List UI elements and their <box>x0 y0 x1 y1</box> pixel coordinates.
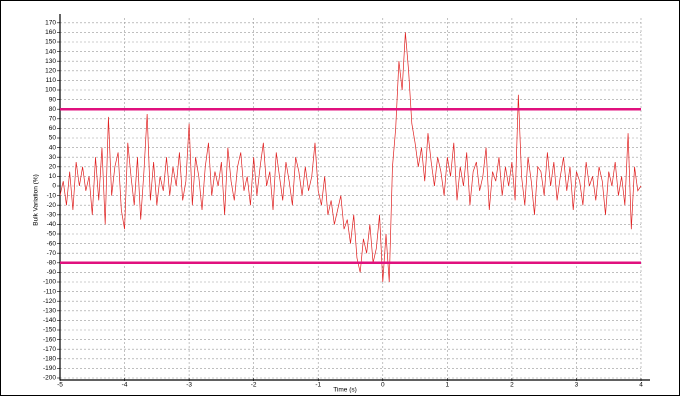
y-axis-label: Bulk Variation (%) <box>33 174 40 226</box>
x-tick-label: -3 <box>186 382 192 389</box>
y-tick-label: 50 <box>49 135 57 142</box>
y-tick-label: -140 <box>43 317 56 324</box>
y-tick-label: 40 <box>49 144 57 151</box>
x-tick-label: 0 <box>381 382 385 389</box>
y-tick-label: -30 <box>47 212 57 219</box>
y-tick-label: 60 <box>49 125 57 132</box>
y-tick-label: -160 <box>43 336 56 343</box>
y-tick-label: 120 <box>45 68 56 75</box>
y-tick-label: -120 <box>43 298 56 305</box>
x-tick-label: 1 <box>446 382 450 389</box>
y-tick-label: -50 <box>47 231 57 238</box>
y-tick-label: 160 <box>45 29 56 36</box>
y-tick-label: 170 <box>45 20 56 27</box>
x-tick-label: -5 <box>57 382 63 389</box>
data-line <box>59 32 642 283</box>
y-tick-label: -110 <box>43 288 56 295</box>
y-tick-label: 20 <box>49 164 57 171</box>
y-tick-label: 150 <box>45 39 56 46</box>
x-tick-label: -2 <box>251 382 257 389</box>
y-tick-label: -150 <box>43 327 56 334</box>
y-tick-label: -10 <box>47 192 57 199</box>
y-tick-label: -190 <box>43 365 56 372</box>
y-tick-label: -80 <box>47 260 57 267</box>
x-tick-label: -4 <box>122 382 128 389</box>
y-tick-label: 90 <box>49 96 57 103</box>
y-tick-label: -90 <box>47 269 57 276</box>
y-tick-label: -130 <box>43 308 56 315</box>
y-tick-label: -40 <box>47 221 57 228</box>
y-tick-label: -60 <box>47 240 57 247</box>
y-tick-label: -20 <box>47 202 57 209</box>
x-axis-label: Time (s) <box>333 387 357 394</box>
x-tick-label: 4 <box>639 382 643 389</box>
y-tick-label: -170 <box>43 346 56 353</box>
y-tick-label: 100 <box>45 87 56 94</box>
y-tick-label: -100 <box>43 279 56 286</box>
x-tick-label: 2 <box>510 382 514 389</box>
y-tick-label: 30 <box>49 154 57 161</box>
y-tick-label: -200 <box>43 375 56 382</box>
y-tick-label: 140 <box>45 48 56 55</box>
y-tick-label: -180 <box>43 356 56 363</box>
y-tick-label: 0 <box>52 183 56 190</box>
y-tick-label: 130 <box>45 58 56 65</box>
y-tick-label: 70 <box>49 116 57 123</box>
x-tick-label: -1 <box>315 382 321 389</box>
y-tick-label: 80 <box>49 106 57 113</box>
y-tick-label: 110 <box>46 77 57 84</box>
y-tick-label: -70 <box>47 250 57 257</box>
x-tick-label: 3 <box>575 382 579 389</box>
y-tick-label: 10 <box>49 173 57 180</box>
